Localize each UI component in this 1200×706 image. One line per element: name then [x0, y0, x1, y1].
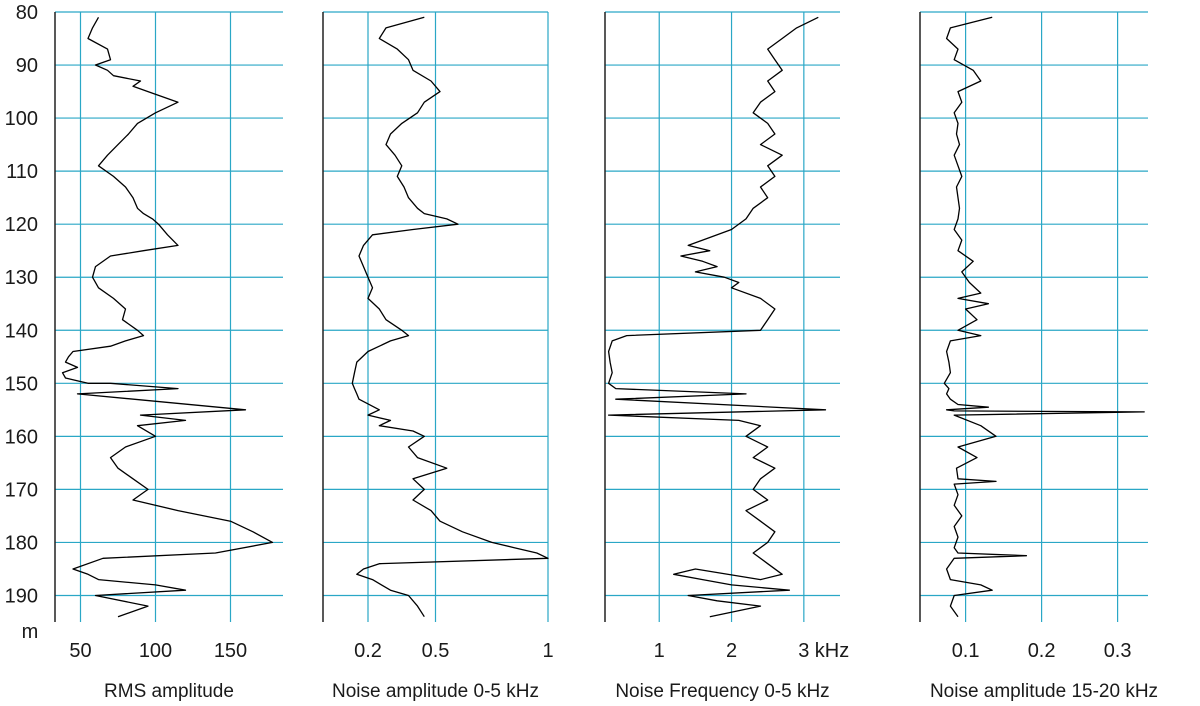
x-unit-label: kHz: [815, 640, 849, 662]
depth-tick-label: 170: [5, 479, 38, 501]
x-tick-label: 0.2: [354, 640, 382, 662]
depth-tick-label: 180: [5, 532, 38, 554]
x-axis-title: Noise amplitude 0-5 kHz: [332, 681, 539, 702]
depth-tick-label: 80: [16, 2, 38, 24]
depth-tick-label: 90: [16, 55, 38, 77]
depth-tick-label: 110: [6, 161, 38, 183]
x-axis-title: Noise amplitude 15-20 kHz: [930, 681, 1158, 702]
depth-tick-label: 100: [5, 108, 38, 130]
x-tick-label: 2: [726, 640, 737, 662]
x-axis-title: Noise Frequency 0-5 kHz: [615, 681, 829, 702]
depth-tick-label: 130: [5, 267, 38, 289]
log-trace: [607, 16, 827, 618]
log-panel-4: 0.1 0.2 0.3 Noise amplitude 15-20 kHz: [919, 11, 1158, 702]
x-tick-label: 1: [542, 640, 553, 662]
x-tick-label: 0.1: [952, 640, 980, 662]
depth-axis: 80 90 100 110 120 130 140 150 160 170 180 190 m: [5, 2, 39, 643]
log-panel-3: 1 2 3 kHz Noise Frequency 0-5 kHz: [604, 11, 849, 702]
x-tick-label: 1: [654, 640, 665, 662]
log-panel-1: 50 100 150 RMS amplitude: [54, 11, 283, 702]
x-tick-label: 50: [69, 640, 91, 662]
depth-tick-label: 140: [5, 320, 38, 342]
x-tick-label: 0.3: [1104, 640, 1132, 662]
x-tick-label: 3: [798, 640, 809, 662]
depth-tick-label: 120: [5, 214, 38, 236]
log-trace: [61, 16, 274, 618]
x-tick-label: 0.2: [1028, 640, 1056, 662]
depth-tick-label: 160: [5, 426, 38, 448]
x-tick-label: 150: [214, 640, 247, 662]
depth-unit-label: m: [22, 621, 39, 643]
x-tick-label: 100: [139, 640, 172, 662]
depth-tick-label: 190: [5, 585, 38, 607]
x-axis-title: RMS amplitude: [104, 681, 234, 702]
log-trace: [351, 16, 549, 618]
x-tick-label: 0.5: [422, 640, 450, 662]
depth-tick-label: 150: [5, 373, 38, 395]
log-trace: [943, 16, 1145, 618]
